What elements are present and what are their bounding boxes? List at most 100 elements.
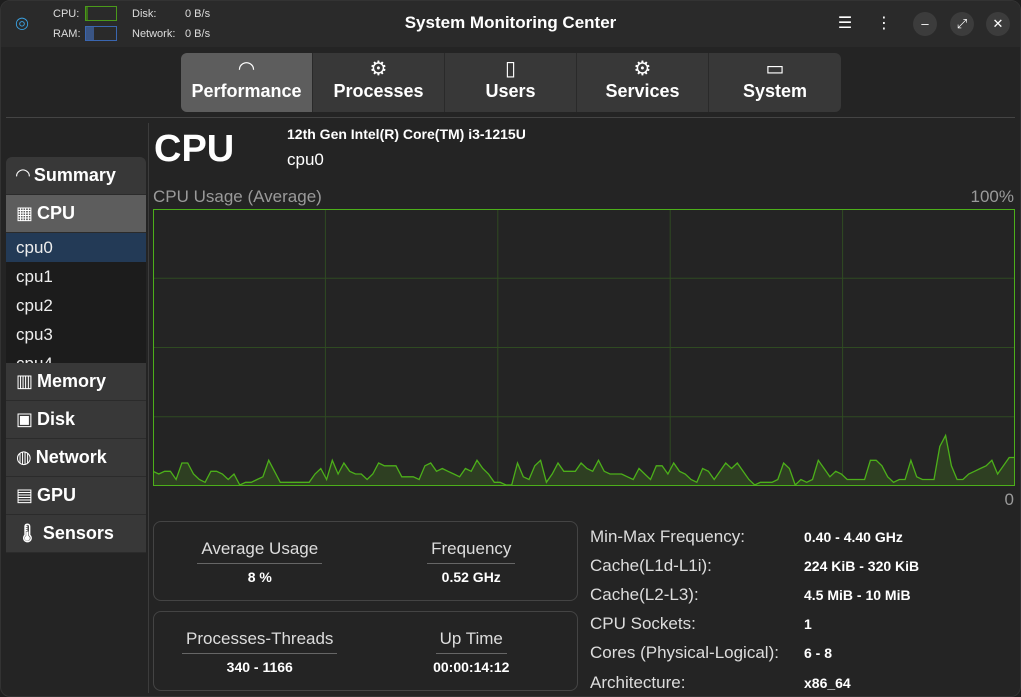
cpu-list-item[interactable]: cpu2 [16,296,53,315]
property-value: x86_64 [804,674,851,691]
uptime-label: Up Time [435,629,507,654]
property-value: 6 - 8 [804,645,833,662]
property-label: Min-Max Frequency: [590,526,745,546]
cpu-list-item[interactable]: cpu3 [16,325,53,344]
disk-icon: ▣ [16,409,34,429]
sidebar-item-label: CPU [37,203,76,223]
chip-icon: ▦ [16,203,34,223]
property-row: CPU Sockets: 1 [590,610,919,639]
property-label: Cores (Physical-Logical): [590,643,779,663]
sidebar-item-sensors[interactable]: 🌡 Sensors [6,515,146,553]
divider [6,117,1015,118]
sidebar-item-label: Network [35,447,107,467]
property-row: Cache(L1d-L1i): 224 KiB - 320 KiB [590,551,919,580]
page-title: CPU [154,128,235,170]
sidebar-item-cpu[interactable]: ▦ CPU [6,195,146,233]
sidebar-item-gpu[interactable]: ▤ GPU [6,477,146,515]
cpu-model: 12th Gen Intel(R) Core(TM) i3-1215U [287,126,526,142]
property-label: Architecture: [590,672,686,692]
property-label: Cache(L2-L3): [590,584,699,604]
gauge-icon: ◠ [16,165,30,185]
window-title: System Monitoring Center [404,13,617,32]
divider [148,123,149,693]
tab-processes[interactable]: ⚙ Processes [313,53,445,112]
cpu-mini-bar [85,6,117,21]
disk-mini-value: 0 B/s [185,8,211,20]
tab-label: Processes [333,81,424,101]
graph-label: CPU Usage (Average) [153,187,322,206]
ram-mini-label: RAM: [53,28,81,40]
more-options-icon[interactable]: ⋮ [876,15,892,32]
processes-threads-label: Processes-Threads [182,629,338,654]
gpu-icon: ▤ [16,485,34,505]
device-name: cpu0 [287,150,324,169]
frequency-label: Frequency [427,539,516,564]
usage-line [153,433,1015,486]
disk-mini-label: Disk: [132,8,157,20]
property-row: Cores (Physical-Logical): 6 - 8 [590,639,919,668]
tab-performance[interactable]: ◠ Performance [181,53,313,112]
property-value: 224 KiB - 320 KiB [804,557,920,574]
cpu-list[interactable]: cpu0 cpu1 cpu2 cpu3 cpu4 [6,233,146,363]
sidebar-item-label: GPU [37,485,77,505]
graph-max-label: 100% [970,187,1014,206]
cpu-usage-graph [153,209,1015,486]
tab-label: Performance [191,81,302,101]
cpu-properties: Min-Max Frequency: 0.40 - 4.40 GHz Cache(… [590,522,919,696]
globe-icon: ◍ [16,447,32,467]
property-row: Min-Max Frequency: 0.40 - 4.40 GHz [590,522,919,551]
app-logo-icon: ◎ [15,15,29,32]
property-row: Architecture: x86_64 [590,668,919,696]
gear-icon: ⚙ [369,58,388,80]
tab-users[interactable]: ▯ Users [445,53,577,112]
tab-label: Services [605,81,680,101]
monitor-icon: ▭ [765,58,785,80]
average-usage-value: 8 % [247,569,272,585]
cpu-list-item[interactable]: cpu1 [16,267,53,286]
sidebar-item-summary[interactable]: ◠ Summary [6,157,146,195]
property-value: 0.40 - 4.40 GHz [804,528,903,545]
processes-threads-value: 340 - 1166 [226,659,293,675]
average-usage-label: Average Usage [197,539,323,564]
thermometer-icon: 🌡 [16,523,39,543]
sidebar-item-label: Sensors [42,523,114,543]
titlebar: ◎ CPU: RAM: Disk: 0 B/s Network: 0 B/s S… [1,1,1020,47]
cpu-list-item[interactable]: cpu4 [6,349,146,363]
tab-label: System [742,81,808,101]
ram-icon: ▥ [16,371,34,391]
close-button[interactable]: ✕ [986,12,1010,36]
network-mini-value: 0 B/s [185,28,211,40]
ram-mini-bar [85,26,117,41]
property-value: 1 [804,616,812,633]
sidebar-item-memory[interactable]: ▥ Memory [6,363,146,401]
graph-border [153,209,1015,486]
sidebar-item-network[interactable]: ◍ Network [6,439,146,477]
process-card: Processes-Threads 340 - 1166 Up Time 00:00… [153,611,578,691]
usage-card: Average Usage 8 % Frequency 0.52 GHz [153,521,578,601]
property-label: CPU Sockets: [590,614,696,634]
main-tabs: ◠ Performance ⚙ Processes ▯ Users ⚙ Services… [181,53,841,112]
maximize-button[interactable]: ⤢ [950,12,974,36]
gauge-icon: ◠ [237,58,256,80]
tab-services[interactable]: ⚙ Services [577,53,709,112]
tab-label: Users [485,81,536,101]
sidebar-item-disk[interactable]: ▣ Disk [6,401,146,439]
cpu-list-item[interactable]: cpu0 [6,233,146,262]
minimize-button[interactable]: – [913,12,937,36]
mouse-icon: ▯ [504,58,516,80]
tab-system[interactable]: ▭ System [709,53,841,112]
cpu-mini-label: CPU: [53,8,80,20]
gears-icon: ⚙ [633,58,652,80]
property-row: Cache(L2-L3): 4.5 MiB - 10 MiB [590,580,919,609]
frequency-value: 0.52 GHz [441,569,501,585]
sidebar: ◠Summary ▦CPU cpu0 cpu1 cpu2 cpu3 cpu4 ▥… [6,157,146,553]
uptime-value: 00:00:14:12 [433,659,510,675]
graph-min-label: 0 [1004,490,1014,509]
property-value: 4.5 MiB - 10 MiB [804,586,911,603]
sidebar-item-label: Memory [37,371,107,391]
menu-icon[interactable]: ☰ [837,15,853,32]
sidebar-item-label: Summary [33,165,116,185]
network-mini-label: Network: [132,28,176,40]
usage-area [153,435,1015,486]
